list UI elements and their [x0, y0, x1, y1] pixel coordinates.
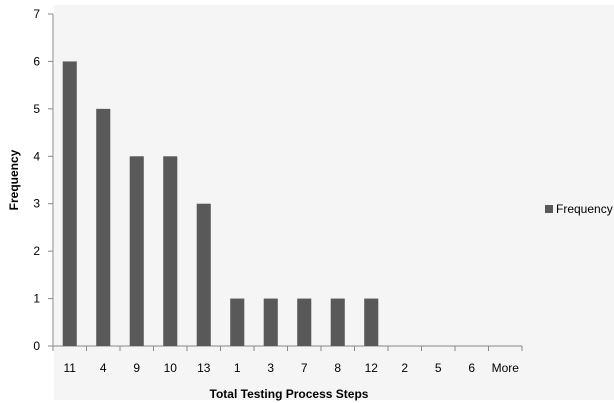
x-axis: 11 4 9 10 13 1 3 7 8 12 2 5 6 More — [52, 345, 523, 375]
bars — [62, 61, 379, 347]
x-tick-label: 9 — [133, 361, 140, 375]
x-axis-title: Total Testing Process Steps — [210, 387, 369, 401]
bar-4 — [96, 108, 111, 346]
y-tick-label: 4 — [33, 149, 40, 163]
bar-12 — [364, 298, 379, 346]
x-tick-label: 5 — [435, 361, 442, 375]
bar-13 — [196, 203, 211, 346]
bar-10 — [163, 156, 178, 346]
bar-7 — [297, 298, 312, 346]
y-tick-label: 1 — [33, 292, 40, 306]
y-tick-label: 7 — [33, 7, 40, 21]
y-tick-label: 3 — [33, 197, 40, 211]
x-tick-label: 7 — [301, 361, 308, 375]
x-tick-label: 12 — [365, 361, 379, 375]
y-axis: 0 1 2 3 4 5 6 7 — [33, 7, 54, 353]
x-tick-label: 1 — [234, 361, 241, 375]
y-tick-label: 6 — [33, 54, 40, 68]
x-tick-label: 3 — [267, 361, 274, 375]
bar-3 — [263, 298, 278, 346]
x-tick-label: 6 — [468, 361, 475, 375]
bar-11 — [62, 61, 77, 347]
y-tick-label: 5 — [33, 102, 40, 116]
bar-8 — [330, 298, 345, 346]
legend-swatch — [545, 205, 553, 213]
x-tick-label: 8 — [334, 361, 341, 375]
y-axis-title: Frequency — [7, 149, 21, 210]
legend-label: Frequency — [556, 202, 613, 216]
bar-9 — [129, 156, 144, 346]
legend: Frequency — [545, 202, 613, 216]
x-tick-label: 4 — [100, 361, 107, 375]
y-tick-label: 0 — [33, 339, 40, 353]
x-tick-label: 11 — [64, 361, 77, 375]
bar-1 — [230, 298, 245, 346]
y-tick-label: 2 — [33, 244, 40, 258]
x-tick-label: 2 — [401, 361, 408, 375]
x-tick-label: More — [492, 361, 520, 375]
x-tick-label: 10 — [164, 361, 178, 375]
x-tick-label: 13 — [197, 361, 211, 375]
